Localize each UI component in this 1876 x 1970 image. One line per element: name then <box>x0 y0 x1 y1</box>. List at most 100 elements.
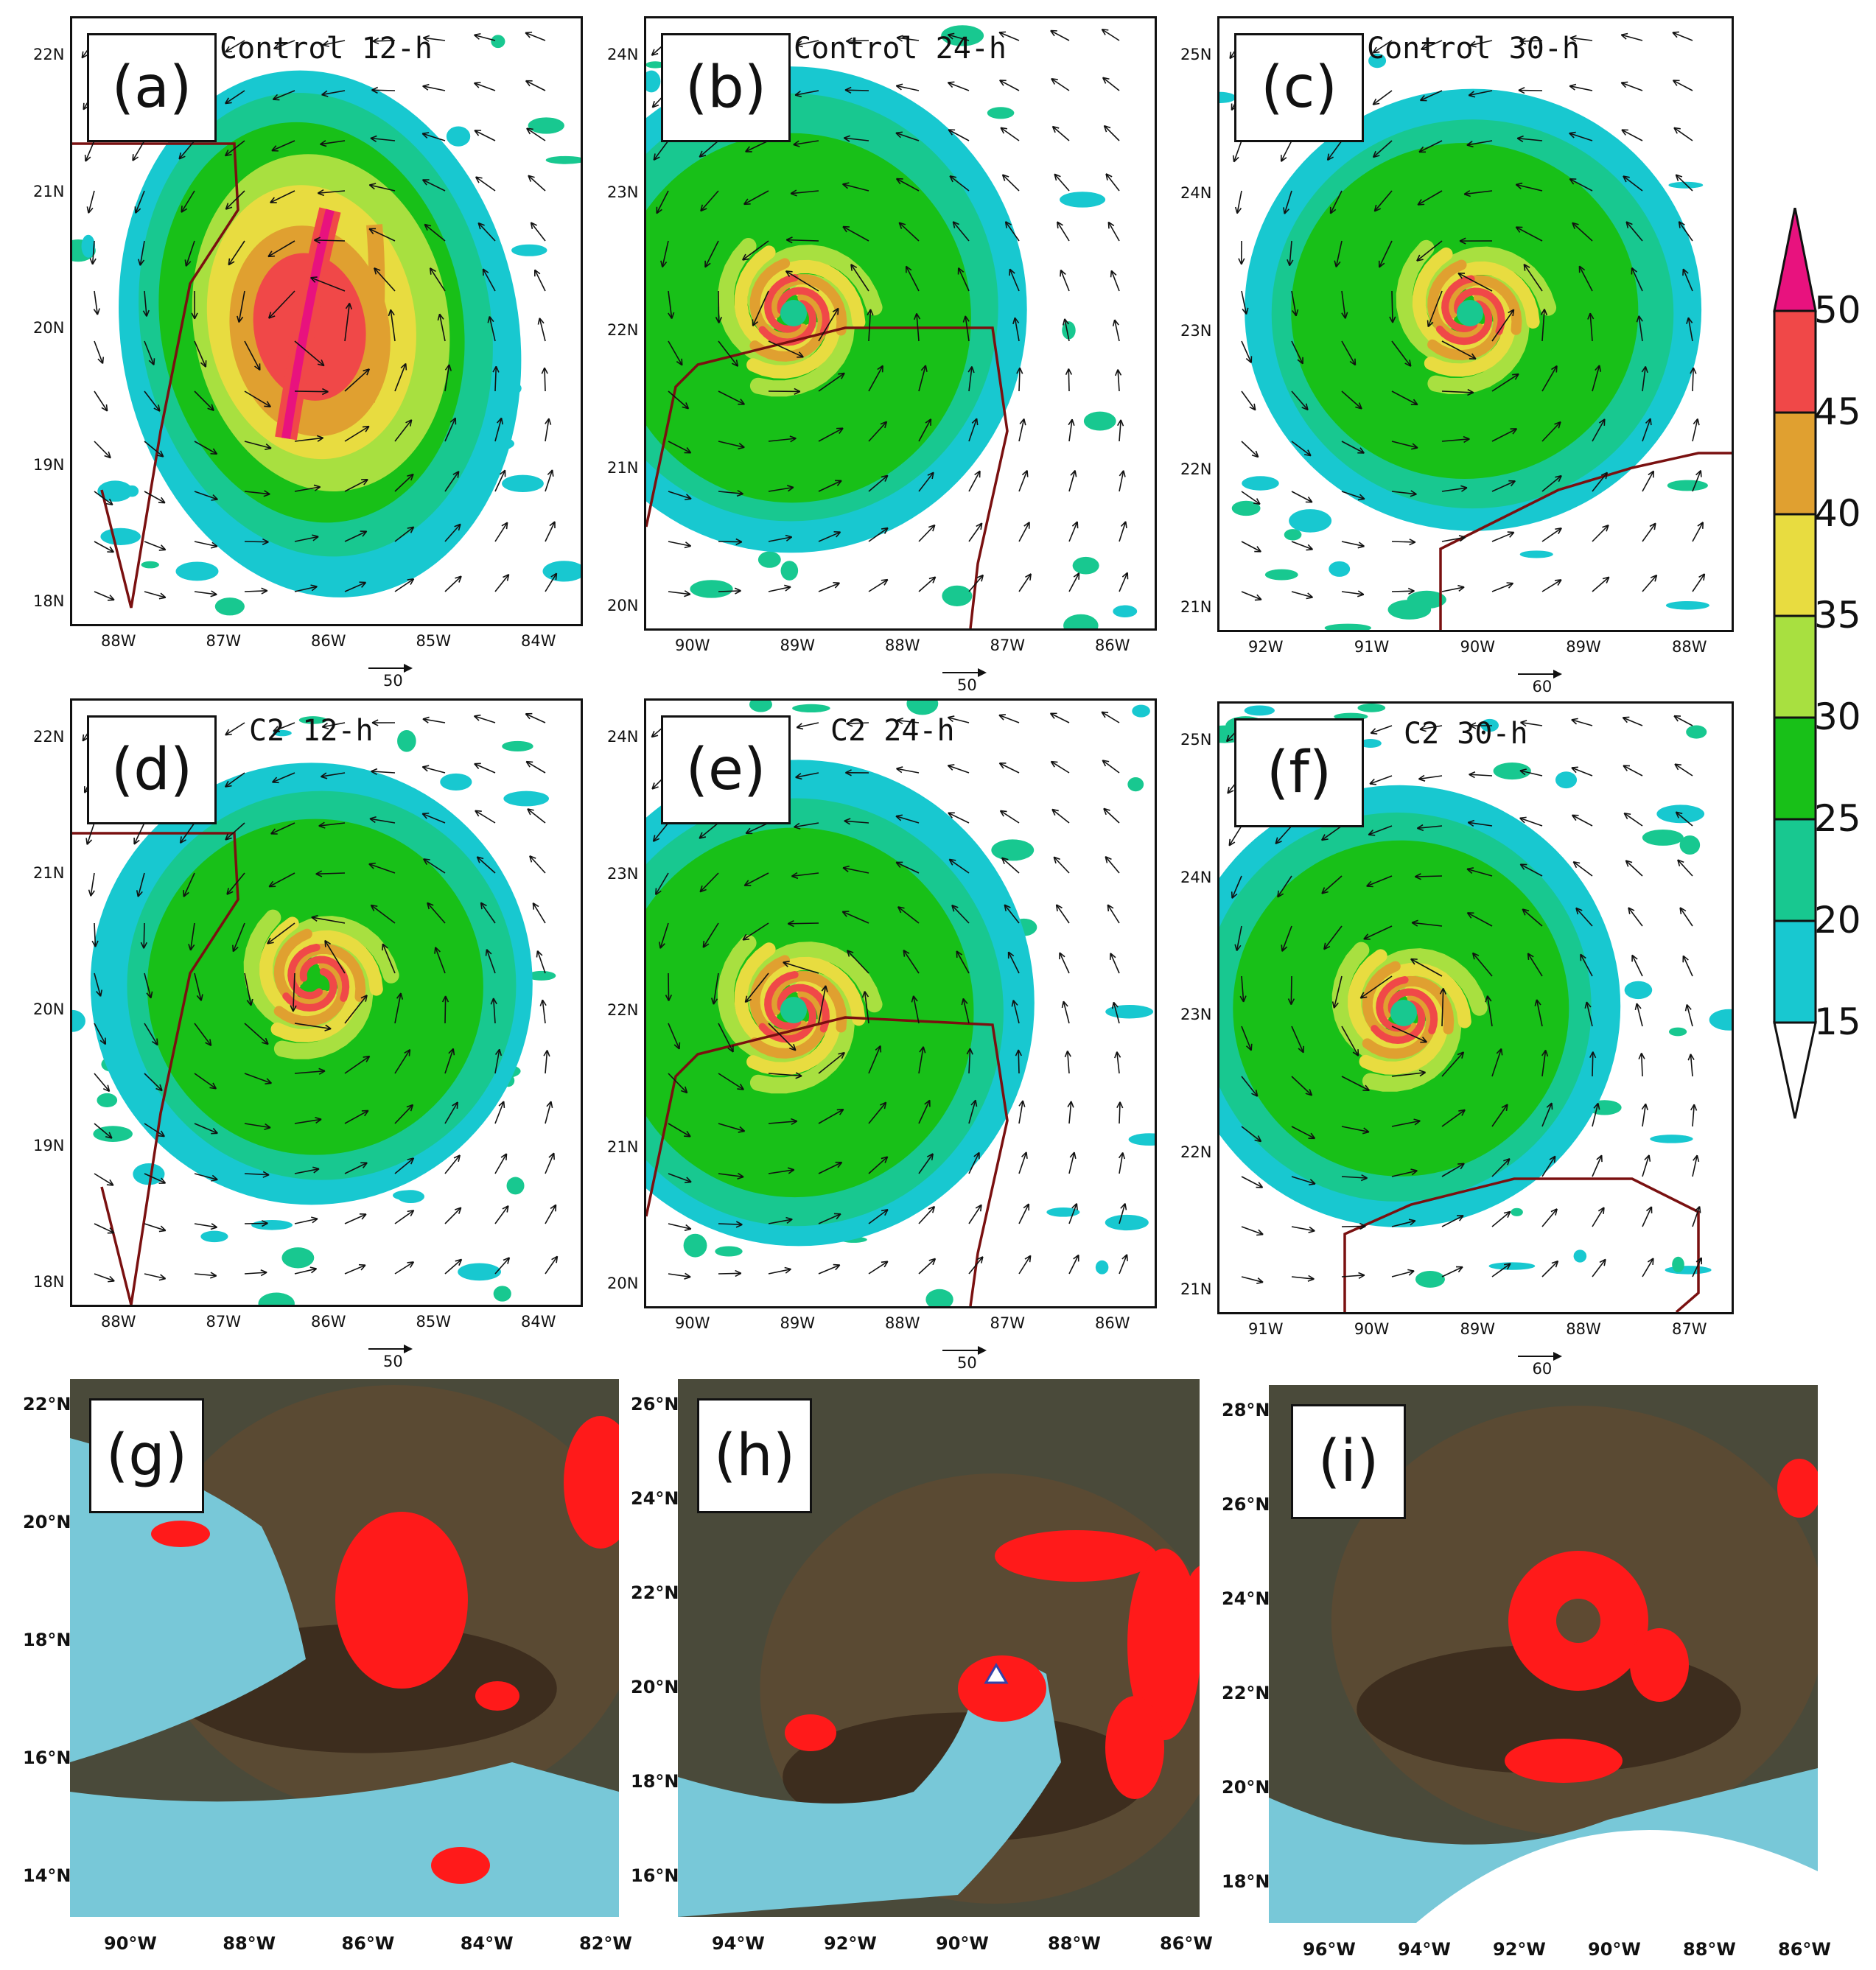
wind-arrow-head <box>1673 715 1679 722</box>
wind-arrow <box>394 1104 413 1124</box>
y-tick-label: 19N <box>33 1137 65 1154</box>
wind-arrow-head <box>1580 953 1586 959</box>
wind-arrow-head <box>310 276 318 278</box>
wind-arrow-head <box>1368 829 1374 835</box>
wind-arrow <box>1441 1163 1465 1177</box>
wind-arrow-head <box>925 418 931 424</box>
plot-area: (d) C2 12-h <box>70 698 583 1307</box>
rain-cell <box>81 234 96 258</box>
wind-arrow-head <box>1333 1002 1339 1009</box>
wind-arrow-head <box>133 839 140 845</box>
rain-cell <box>1264 569 1298 581</box>
wind-arrow-head <box>1407 587 1415 592</box>
wind-arrow-head <box>1305 403 1309 410</box>
wind-arrow <box>294 1070 326 1074</box>
wind-arrow <box>1491 480 1516 492</box>
wind-arrow-head <box>371 722 379 726</box>
wind-arrow-head <box>861 991 866 998</box>
wind-arrow-head <box>1569 37 1576 42</box>
wind-arrow <box>1005 221 1020 242</box>
wind-arrow-head <box>1245 357 1252 363</box>
wind-arrow <box>1692 1104 1695 1127</box>
wind-arrow <box>344 995 368 1024</box>
deep-convection <box>1630 1628 1689 1702</box>
wind-arrow-head <box>260 1269 267 1273</box>
wind-arrow <box>1589 313 1593 342</box>
wind-arrow-head <box>369 816 377 820</box>
wind-arrow-head <box>1573 860 1581 864</box>
wind-arrow-head <box>160 1225 167 1231</box>
wind-arrow-head <box>653 156 660 161</box>
wind-arrow-head <box>487 316 491 323</box>
wind-arrow-head <box>1026 470 1029 477</box>
rain-cell <box>1686 725 1707 739</box>
wind-arrow-head <box>1596 1154 1603 1160</box>
wind-arrow <box>1391 1170 1418 1177</box>
wind-arrow-head <box>188 944 192 951</box>
land-surface <box>678 1663 1061 1917</box>
wind-arrow <box>668 1073 688 1094</box>
rain-cell <box>1242 476 1279 491</box>
wind-arrow-head <box>1012 317 1016 325</box>
wind-arrow-head <box>883 579 889 586</box>
wind-arrow-head <box>795 773 802 778</box>
rain-cell <box>1665 1266 1712 1275</box>
wind-arrow-head <box>1519 816 1527 819</box>
wind-arrow <box>438 314 446 342</box>
wind-arrow-head <box>105 502 113 506</box>
wind-arrow-head <box>785 239 793 244</box>
spiral-band <box>273 961 349 1027</box>
wind-arrow-head <box>1469 44 1477 48</box>
wind-arrow-head <box>545 418 550 424</box>
wind-arrow-head <box>651 730 655 737</box>
wind-arrow-head <box>735 590 741 595</box>
wind-arrow-head <box>1416 259 1424 262</box>
wind-arrow <box>949 175 970 192</box>
wind-arrow <box>315 872 346 875</box>
wind-arrow-head <box>883 1102 887 1110</box>
wind-arrow-head <box>1682 955 1689 961</box>
rain-cell <box>545 155 581 164</box>
wind-arrow-head <box>1102 28 1109 31</box>
wind-arrow <box>864 991 869 1024</box>
rain-cell <box>93 1126 133 1142</box>
wind-arrow-head <box>1555 365 1558 373</box>
wind-arrow-head <box>1077 522 1079 529</box>
colorbar-segment <box>1773 818 1817 922</box>
wind-arrow-head <box>1625 221 1629 228</box>
wind-arrow-head <box>311 916 318 922</box>
wind-arrow <box>1391 1071 1426 1077</box>
wind-arrow-head <box>536 950 539 958</box>
wind-arrow-head <box>948 129 953 136</box>
wind-arrow-head <box>1330 208 1337 214</box>
wind-arrow <box>94 922 97 947</box>
wind-arrow-head <box>1636 315 1639 323</box>
wind-arrow-head <box>976 522 983 527</box>
plot-area: (f) C2 30-h <box>1217 701 1734 1314</box>
wind-arrow-head <box>1251 1093 1258 1097</box>
wind-arrow-head <box>489 316 494 323</box>
plot-area: (b) Control 24-h <box>644 16 1157 631</box>
wind-arrow-head <box>232 946 239 953</box>
wind-arrow <box>896 768 920 774</box>
wind-arrow <box>1572 861 1593 877</box>
wind-arrow-head <box>743 198 749 205</box>
wind-arrow <box>137 872 145 897</box>
wind-arrow-head <box>1073 1254 1079 1260</box>
wind-arrow-head <box>1029 1255 1032 1263</box>
wind-arrow-head <box>1372 98 1377 105</box>
wind-arrow-head <box>1365 1084 1370 1091</box>
wind-arrow-head <box>486 949 492 955</box>
wind-arrow <box>394 578 414 592</box>
wind-arrow-head <box>797 726 804 730</box>
wind-arrow <box>1341 1225 1366 1227</box>
wind-arrow-head <box>1051 760 1058 763</box>
wind-arrow-head <box>320 144 327 147</box>
wind-arrow <box>1101 711 1120 723</box>
wind-arrow <box>1009 268 1020 292</box>
wind-arrow-head <box>883 527 889 534</box>
wind-arrow-head <box>361 1213 367 1220</box>
wind-arrow-head <box>1112 319 1116 326</box>
wind-arrow <box>1018 1049 1020 1074</box>
wind-arrow-head <box>542 999 547 1006</box>
